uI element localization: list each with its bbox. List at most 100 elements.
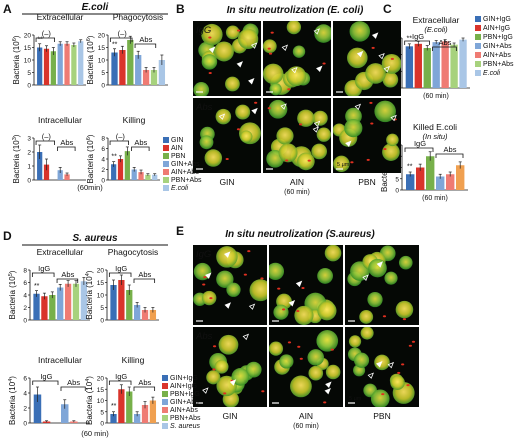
a-extracellular-ylabel: Bacteria (106): [12, 35, 21, 84]
panel-b-col-label: PBN: [358, 177, 375, 187]
panel-b-bacterium: [208, 72, 212, 75]
a-extracellular-bar: [71, 45, 77, 85]
d-intracellular-title: Intracellular: [38, 355, 82, 365]
d-extracellular-bracket-1: [31, 272, 55, 277]
c-killed-bar: [436, 176, 445, 190]
d-phagocytosis-bar: [134, 305, 141, 320]
panel-b-bacterium: [299, 123, 303, 126]
panel-b-scale-label: 5 μm: [337, 162, 350, 168]
panel-b-cell: [225, 25, 240, 40]
panel-e-col-sublabel: (60 min): [293, 423, 319, 430]
panel-a-legend-swatch: [163, 185, 169, 191]
a-intracellular-chart: Intracellular Bacteria (103) 0 1 2 3 (–) Abs: [12, 115, 86, 185]
panel-e-arrowhead: [325, 381, 332, 388]
panel-e-cell: [308, 365, 324, 381]
panel-b-row-label-abs: Abs: [195, 102, 213, 113]
c-extracellular-chart: Extracellular(E.coli)Bacteria (106)0246I…: [380, 15, 470, 100]
panel-e-col-label: AIN: [299, 411, 313, 421]
panel-b-bacterium: [287, 88, 291, 91]
panel-d-legend-label: GIN+Abs: [170, 399, 199, 406]
panel-e-cell: [269, 262, 285, 280]
panel-b-bacterium: [307, 159, 311, 162]
panel-b-micrograph-tile: [263, 21, 331, 96]
c-extracellular-bar: [423, 48, 431, 88]
a-killing-significance: **: [111, 153, 117, 160]
panel-b-cell: [268, 99, 288, 119]
panel-d-legend-swatch: [162, 375, 168, 381]
a-intracellular-bracket-2-label: Abs: [60, 138, 73, 147]
panel-e-micrograph-tile: IgG: [193, 245, 267, 325]
a-extracellular-bar: [43, 48, 50, 85]
panel-e-bacterium: [261, 390, 265, 393]
d-killing-ylabel: Bacteria (104): [85, 376, 94, 425]
panel-b-cell: [263, 39, 277, 54]
panel-c-legend-label: PBN+Abs: [483, 61, 514, 68]
panel-e-micrograph-grid: IgG Abs 5 μm GIN AIN (60 min) PBN: [193, 245, 419, 430]
panel-a-legend-label: E.coli: [171, 185, 189, 192]
panel-c-legend-label: GIN+Abs: [483, 43, 512, 50]
a-killing-chart: Killing Bacteria (106) 0 2 4 6 8 (–) Abs **: [86, 115, 160, 185]
panel-b-arrowhead: [354, 103, 362, 111]
panel-b-arrowhead: [383, 65, 391, 73]
d-killing-tick-label: 5: [100, 409, 104, 416]
a-phagocytosis-tick-label: 0: [101, 83, 105, 90]
d-intracellular-bar: [61, 404, 69, 423]
panel-b-arrowhead: [313, 120, 321, 128]
panel-e-cell: [279, 354, 294, 369]
panel-b-arrowhead: [208, 46, 216, 53]
a-extracellular-tick-label: 5: [27, 70, 31, 77]
panel-e-bacterium: [260, 277, 264, 280]
d-killing-title: Killing: [122, 355, 145, 365]
a-phagocytosis-chart: Phagocytosis Bacteria (106) 0 5 10 15 20 (–) Abs…: [86, 12, 168, 90]
d-extracellular-tick-label: 4: [23, 293, 27, 300]
panel-b-cell: [225, 76, 240, 92]
panel-b-arrowhead: [316, 65, 323, 73]
d-intracellular-tick-label: 0: [23, 421, 27, 428]
panel-e-micrograph-tile: [269, 245, 343, 325]
panel-b-cell: [278, 143, 298, 163]
c-killed-title: Killed E.coli: [413, 122, 457, 132]
a-phagocytosis-ylabel: Bacteria (106): [86, 35, 95, 84]
d-intracellular-tick-label: 6: [23, 376, 27, 383]
a-intracellular-bracket-1: [35, 140, 55, 145]
panel-b-cell: [365, 63, 386, 84]
panel-letter-d: D: [3, 229, 12, 243]
a-extracellular-tick-label: 20: [24, 33, 32, 40]
panel-b-cell: [382, 143, 400, 161]
a-extracellular-title: Extracellular: [37, 12, 84, 22]
c-extracellular-subtitle: (E.coli): [424, 25, 448, 34]
panel-e-arrowhead: [367, 372, 374, 379]
c-killed-bracket-1-label: IgG: [414, 139, 426, 148]
panel-d-legend-label: GIN+IgG: [170, 375, 198, 382]
panel-b-cell: [311, 143, 327, 160]
panel-b-arrowhead: [378, 52, 385, 60]
d-extracellular-bar: [64, 283, 72, 320]
c-killed-subtitle: (In situ): [422, 132, 448, 141]
panel-a-legend-label: GIN+Abs: [171, 161, 200, 168]
panel-b-bacterium: [285, 159, 289, 162]
d-extracellular-tick-label: 2: [23, 305, 27, 312]
panel-e-micrograph-tile: [269, 327, 343, 407]
a-killing-bar: [117, 159, 124, 180]
d-killing-bracket-1: [108, 380, 132, 385]
panel-e-scale-label: 5 μm: [349, 396, 362, 402]
panel-a-legend-label: PBN: [171, 153, 185, 160]
panel-e-cell: [317, 301, 337, 321]
c-killed-significance: **: [407, 163, 413, 170]
panel-e-cell: [324, 245, 342, 262]
panel-e-cell: [348, 335, 362, 348]
panel-e-cell: [218, 334, 239, 355]
panel-e-cell: [317, 268, 333, 284]
panel-e-bacterium: [277, 287, 281, 290]
panel-a-legend-label: GIN: [171, 137, 183, 144]
c-extracellular-bar: [450, 44, 458, 88]
panel-b-micrograph-tile: Abs: [193, 98, 261, 173]
panel-b-cell: [386, 133, 399, 147]
panel-b-cell: [269, 83, 282, 96]
a-killing-ylabel: Bacteria (106): [86, 134, 95, 183]
panel-e-cell: [294, 305, 314, 325]
panel-b-arrowhead: [356, 50, 364, 58]
c-extracellular-bar: [405, 46, 414, 88]
panel-b-micrograph-grid: IgG Abs 5 μm GIN AIN (60 min) PBN: [193, 21, 401, 196]
a-intracellular-bar: [43, 164, 50, 180]
